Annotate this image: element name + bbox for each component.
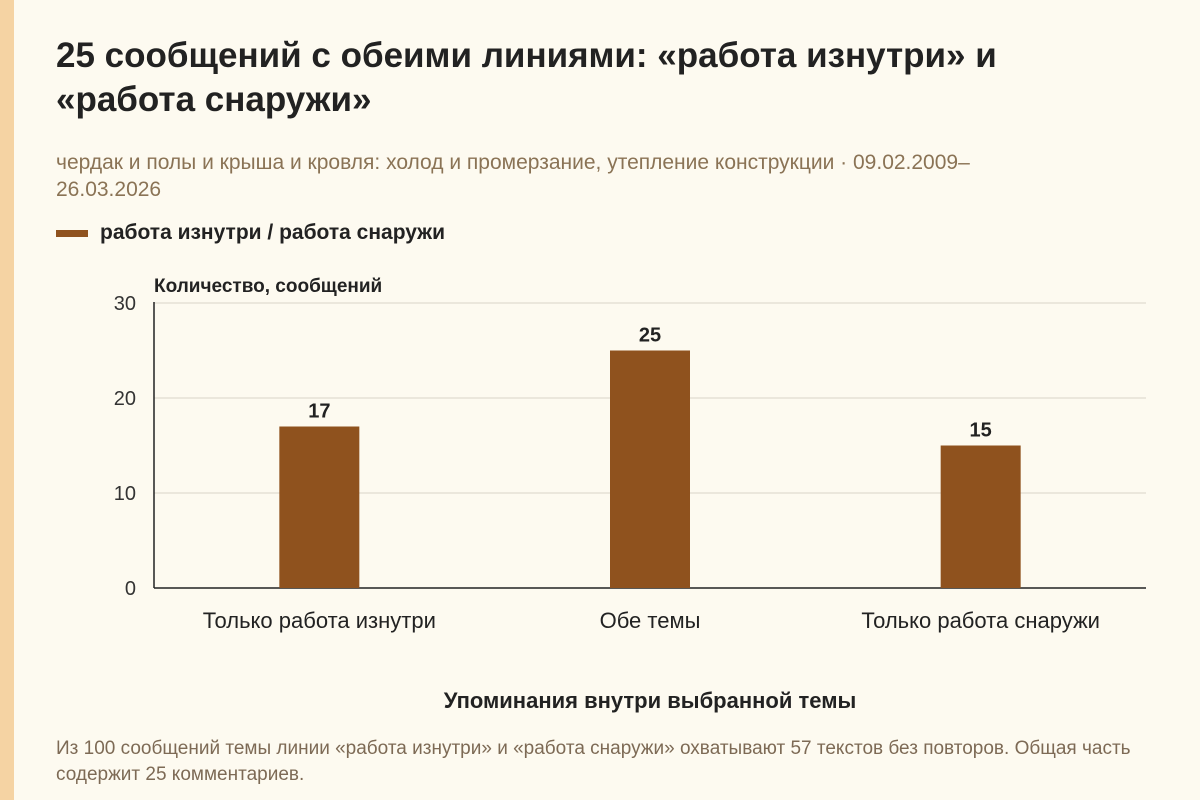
y-tick-label: 10 (114, 483, 136, 505)
bar-value-label: 17 (308, 401, 330, 423)
bar (610, 350, 690, 588)
bar (940, 445, 1021, 588)
labels: 0 10 20 30 Количество, сообщений 17 Только раб… (114, 276, 1100, 713)
x-tick-label: Только работа снаружи (861, 608, 1100, 633)
y-tick-label: 30 (114, 293, 136, 315)
footnote: Из 100 сообщений темы линии «работа изну… (56, 738, 1131, 785)
bar-value-label: 15 (970, 420, 992, 442)
bar (279, 426, 360, 588)
bars (279, 350, 1021, 588)
x-axis-title: Упоминания внутри выбранной темы (444, 688, 857, 713)
accent-strip (0, 0, 14, 800)
legend-label: работа изнутри / работа снаружи (100, 221, 445, 244)
x-tick-label: Только работа изнутри (203, 608, 436, 633)
bar-value-label: 25 (639, 325, 661, 347)
chart-subtitle: чердак и полы и крыша и кровля: холод и … (56, 151, 970, 201)
legend-swatch (56, 229, 88, 237)
x-tick-label: Обе темы (600, 608, 701, 633)
legend: работа изнутри / работа снаружи (56, 219, 445, 247)
chart-title: 25 сообщений с обеими линиями: «работа и… (56, 36, 997, 119)
y-axis-title: Количество, сообщений (154, 276, 382, 297)
y-tick-label: 0 (125, 578, 136, 600)
y-tick-label: 20 (114, 388, 136, 410)
